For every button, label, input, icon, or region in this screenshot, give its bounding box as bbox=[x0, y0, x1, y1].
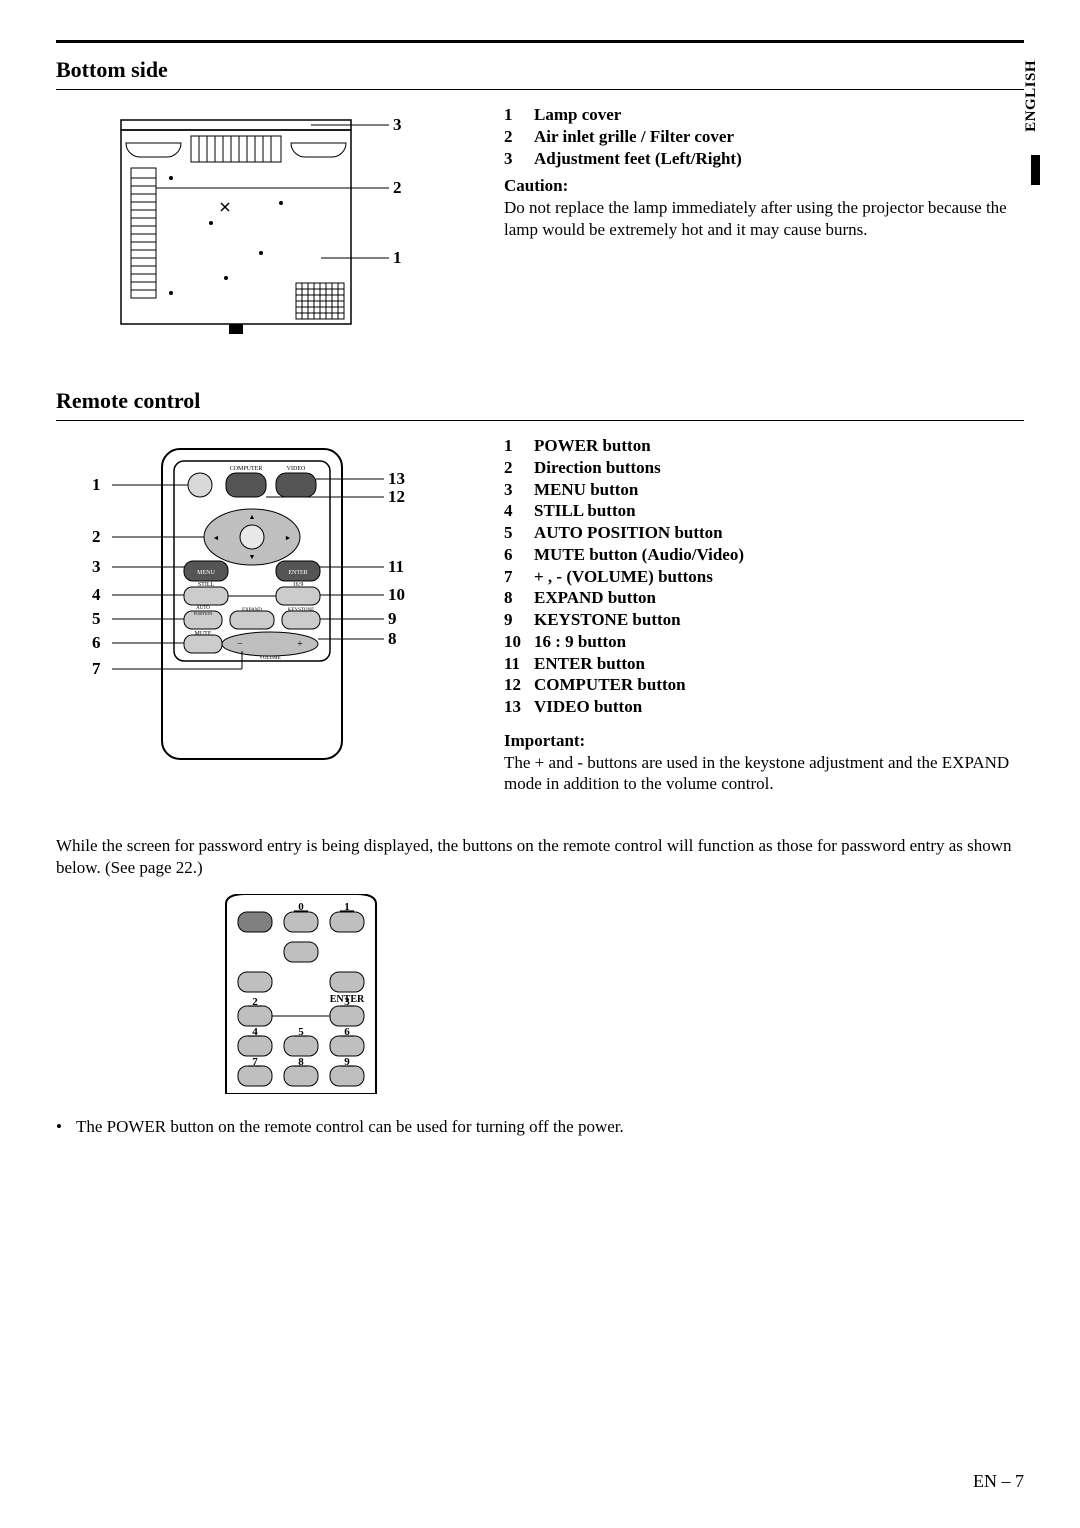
svg-text:16:9: 16:9 bbox=[293, 582, 304, 588]
svg-text:ENTER: ENTER bbox=[288, 570, 307, 576]
list-item: 12COMPUTER button bbox=[504, 674, 1024, 696]
list-item: 1POWER button bbox=[504, 435, 1024, 457]
list-item: 1Lamp cover bbox=[504, 104, 1024, 126]
svg-text:KEYSTONE: KEYSTONE bbox=[288, 608, 314, 613]
svg-text:1: 1 bbox=[92, 475, 101, 494]
svg-text:▼: ▼ bbox=[249, 553, 256, 561]
svg-text:8: 8 bbox=[388, 629, 397, 648]
svg-text:6: 6 bbox=[92, 633, 101, 652]
bottom-side-text-col: 1Lamp cover 2Air inlet grille / Filter c… bbox=[504, 104, 1024, 358]
list-item: 1016 : 9 button bbox=[504, 631, 1024, 653]
svg-text:MUTE: MUTE bbox=[195, 631, 212, 637]
list-item: 5AUTO POSITION button bbox=[504, 522, 1024, 544]
list-item: 3MENU button bbox=[504, 479, 1024, 501]
svg-text:10: 10 bbox=[388, 585, 405, 604]
bottom-side-rule bbox=[56, 89, 1024, 90]
svg-text:−: − bbox=[237, 639, 243, 650]
list-item: 9KEYSTONE button bbox=[504, 609, 1024, 631]
list-item: 7+ , - (VOLUME) buttons bbox=[504, 566, 1024, 588]
remote-diagram-col: COMPUTER VIDEO ▲ ▼ ◄ ► MENU ENTER STILL bbox=[56, 435, 456, 795]
caution-title: Caution: bbox=[504, 175, 1024, 197]
remote-control-rule bbox=[56, 420, 1024, 421]
svg-text:VOLUME: VOLUME bbox=[259, 656, 280, 661]
important-body: The + and - buttons are used in the keys… bbox=[504, 752, 1024, 796]
side-tab-english: ENGLISH bbox=[1023, 60, 1040, 132]
list-item: 4STILL button bbox=[504, 500, 1024, 522]
remote-text-col: 1POWER button 2Direction buttons 3MENU b… bbox=[504, 435, 1024, 795]
remote-diagram: COMPUTER VIDEO ▲ ▼ ◄ ► MENU ENTER STILL bbox=[56, 435, 456, 774]
top-rule bbox=[56, 40, 1024, 43]
bullet-dot: • bbox=[56, 1117, 62, 1137]
svg-text:9: 9 bbox=[388, 609, 397, 628]
page-number: EN – 7 bbox=[973, 1471, 1024, 1492]
list-item: 2Air inlet grille / Filter cover bbox=[504, 126, 1024, 148]
svg-text:EXPAND: EXPAND bbox=[242, 608, 262, 613]
list-item: 2Direction buttons bbox=[504, 457, 1024, 479]
list-item: 13VIDEO button bbox=[504, 696, 1024, 718]
list-item: 11ENTER button bbox=[504, 653, 1024, 675]
svg-text:COMPUTER: COMPUTER bbox=[230, 466, 263, 472]
list-item: 6MUTE button (Audio/Video) bbox=[504, 544, 1024, 566]
svg-text:3: 3 bbox=[92, 557, 101, 576]
list-item: 3Adjustment feet (Left/Right) bbox=[504, 148, 1024, 170]
svg-text:MENU: MENU bbox=[197, 570, 215, 576]
svg-text:STILL: STILL bbox=[198, 582, 215, 588]
svg-text:POSITION: POSITION bbox=[194, 611, 212, 616]
svg-text:7: 7 bbox=[92, 659, 101, 678]
svg-text:►: ► bbox=[285, 534, 292, 542]
important-title: Important: bbox=[504, 730, 1024, 752]
svg-text:4: 4 bbox=[92, 585, 101, 604]
svg-text:12: 12 bbox=[388, 487, 405, 506]
bottom-side-diagram-col: 3 2 1 bbox=[56, 104, 456, 358]
remote-control-row: COMPUTER VIDEO ▲ ▼ ◄ ► MENU ENTER STILL bbox=[56, 435, 1024, 795]
caution-body: Do not replace the lamp immediately afte… bbox=[504, 197, 1024, 241]
bottom-side-diagram: 3 2 1 bbox=[56, 104, 456, 358]
list-item: 8EXPAND button bbox=[504, 587, 1024, 609]
password-paragraph: While the screen for password entry is b… bbox=[56, 835, 1024, 880]
bottom-side-title: Bottom side bbox=[56, 57, 1024, 83]
bullet-note: • The POWER button on the remote control… bbox=[56, 1117, 1024, 1137]
callout-1: 1 bbox=[393, 248, 401, 267]
side-tab-block bbox=[1031, 155, 1040, 185]
svg-text:◄: ◄ bbox=[213, 534, 220, 542]
bottom-side-row: 3 2 1 1Lamp cover 2Air inlet grille / Fi… bbox=[56, 104, 1024, 358]
svg-text:VIDEO: VIDEO bbox=[287, 466, 306, 472]
keypad-diagram: 0 1 ENTER 2 3 4 5 6 7 8 9 bbox=[216, 894, 1024, 1099]
bullet-text: The POWER button on the remote control c… bbox=[76, 1117, 624, 1137]
svg-text:2: 2 bbox=[92, 527, 101, 546]
svg-text:13: 13 bbox=[388, 469, 405, 488]
svg-text:11: 11 bbox=[388, 557, 404, 576]
callout-2: 2 bbox=[393, 178, 401, 197]
remote-control-title: Remote control bbox=[56, 388, 1024, 414]
svg-text:▲: ▲ bbox=[249, 513, 256, 521]
callout-3: 3 bbox=[393, 115, 401, 134]
svg-text:5: 5 bbox=[92, 609, 101, 628]
svg-text:+: + bbox=[297, 639, 303, 650]
